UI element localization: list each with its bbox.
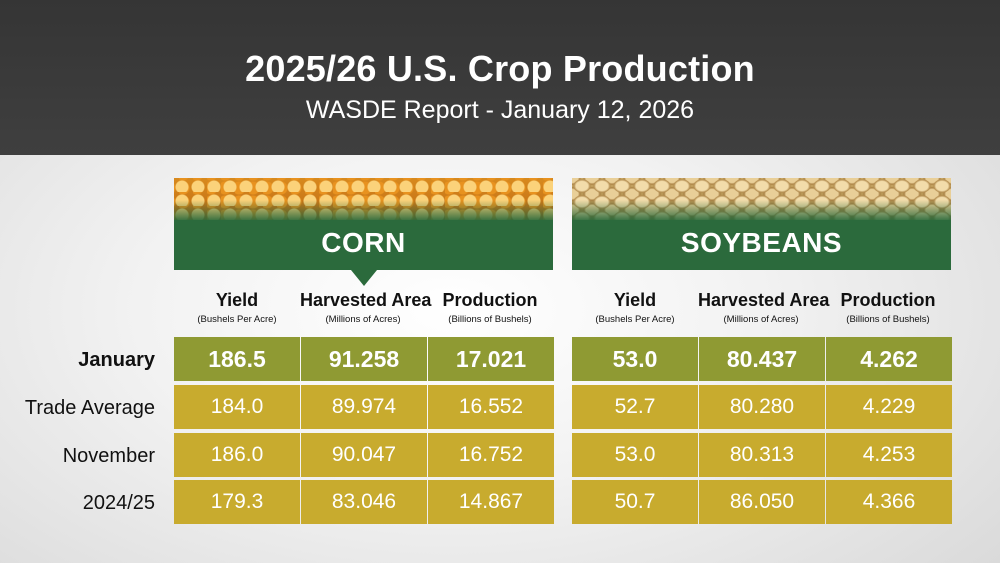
soy-yield-2024-25: 50.7	[572, 480, 698, 524]
corn-production-january: 17.021	[428, 337, 554, 381]
row-label-january: January	[78, 349, 155, 371]
soy-yield-november: 53.0	[572, 433, 698, 477]
soy-col-production-header: Production (Billions of Bushels)	[840, 290, 936, 325]
corn-banner: CORN	[174, 178, 553, 286]
corn-yield-november: 186.0	[174, 433, 300, 477]
corn-pointer	[350, 270, 377, 286]
corn-col-yield-header: Yield (Bushels Per Acre)	[197, 290, 277, 325]
header-band: 2025/26 U.S. Crop Production WASDE Repor…	[0, 0, 1000, 155]
corn-col-area-header: Harvested Area (Millions of Acres)	[300, 290, 432, 325]
corn-yield-january: 186.5	[174, 337, 300, 381]
soy-col-area-header: Harvested Area (Millions of Acres)	[698, 290, 830, 325]
soy-yield-january: 53.0	[572, 337, 698, 381]
soybeans-title: SOYBEANS	[680, 227, 843, 258]
corn-col-production-header: Production (Billions of Bushels)	[442, 290, 538, 325]
corn-area-trade-average: 89.974	[301, 385, 427, 429]
corn-area-november: 90.047	[301, 433, 427, 477]
soy-yield-trade-average: 52.7	[572, 385, 698, 429]
corn-production-2024-25: 14.867	[428, 480, 554, 524]
corn-production-trade-average: 16.552	[428, 385, 554, 429]
row-label-november: November	[62, 445, 155, 467]
corn-area-january: 91.258	[301, 337, 427, 381]
soy-area-november: 80.313	[699, 433, 825, 477]
soy-production-trade-average: 4.229	[826, 385, 952, 429]
soy-col-yield-header: Yield (Bushels Per Acre)	[595, 290, 675, 325]
soybeans-banner: SOYBEANS	[572, 178, 951, 270]
corn-yield-trade-average: 184.0	[174, 385, 300, 429]
row-label-trade-average: Trade Average	[24, 397, 155, 419]
soy-area-trade-average: 80.280	[699, 385, 825, 429]
corn-yield-2024-25: 179.3	[174, 480, 300, 524]
row-label-2024-25: 2024/25	[82, 492, 155, 514]
page-subtitle: WASDE Report - January 12, 2026	[305, 96, 695, 124]
soy-production-january: 4.262	[826, 337, 952, 381]
soy-area-january: 80.437	[699, 337, 825, 381]
page-title: 2025/26 U.S. Crop Production	[245, 48, 755, 89]
soy-production-november: 4.253	[826, 433, 952, 477]
corn-title: CORN	[321, 227, 406, 258]
corn-production-november: 16.752	[428, 433, 554, 477]
corn-area-2024-25: 83.046	[301, 480, 427, 524]
soy-production-2024-25: 4.366	[826, 480, 952, 524]
soy-area-2024-25: 86.050	[699, 480, 825, 524]
